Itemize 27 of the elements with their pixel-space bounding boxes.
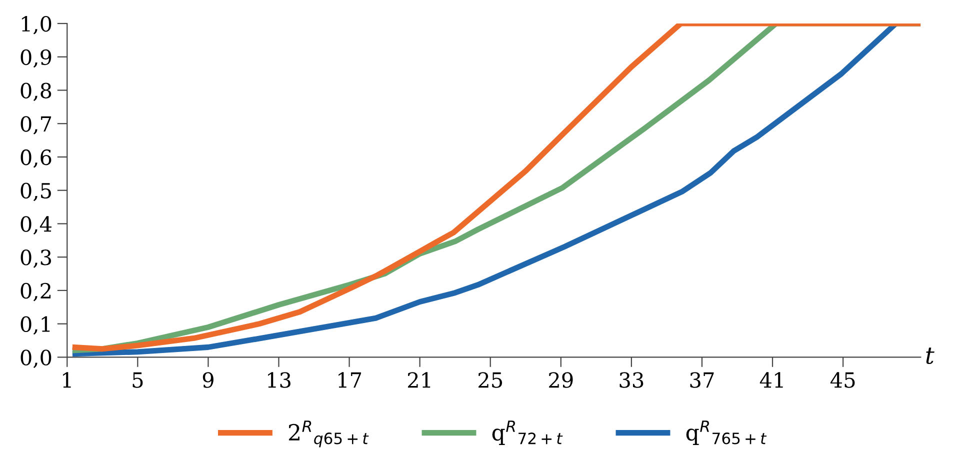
legend-label: 2$^{R}$$_{q65+t}$ bbox=[288, 420, 369, 448]
x-tick-label: 9 bbox=[202, 372, 214, 388]
legend-label: q$^{R}$$_{765+t}$ bbox=[686, 420, 767, 446]
y-tick-label: 0,1 bbox=[20, 316, 50, 335]
y-tick-label: 0,3 bbox=[20, 250, 51, 268]
x-tick-label: 41 bbox=[760, 372, 783, 388]
x-tick-label: 25 bbox=[478, 372, 502, 388]
y-tick-label: 0,2 bbox=[20, 282, 51, 302]
y-tick-label: 1,0 bbox=[22, 16, 52, 34]
x-tick-label: 37 bbox=[690, 372, 714, 388]
y-tick-label: 0,5 bbox=[20, 182, 51, 202]
x-tick-label: 13 bbox=[268, 372, 290, 388]
x-tick-label: 21 bbox=[408, 372, 430, 388]
x-axis-title: t bbox=[926, 348, 934, 364]
y-tick-label: 0,6 bbox=[20, 149, 52, 168]
y-tick-label: 0,8 bbox=[20, 82, 52, 101]
x-tick-label: 1 bbox=[63, 372, 71, 388]
legend-label: q$^{R}$$_{72+t}$ bbox=[492, 420, 563, 446]
x-tick-label: 45 bbox=[830, 372, 855, 388]
x-tick-label: 5 bbox=[132, 372, 143, 388]
y-tick-label: 0,0 bbox=[20, 350, 52, 368]
x-tick-label: 33 bbox=[620, 372, 644, 388]
y-tick-label: 0,4 bbox=[20, 216, 52, 234]
x-tick-label: 17 bbox=[338, 372, 362, 388]
x-tick-label: 29 bbox=[549, 372, 573, 388]
y-tick-label: 0,9 bbox=[20, 49, 52, 68]
y-tick-label: 0,7 bbox=[20, 116, 52, 134]
